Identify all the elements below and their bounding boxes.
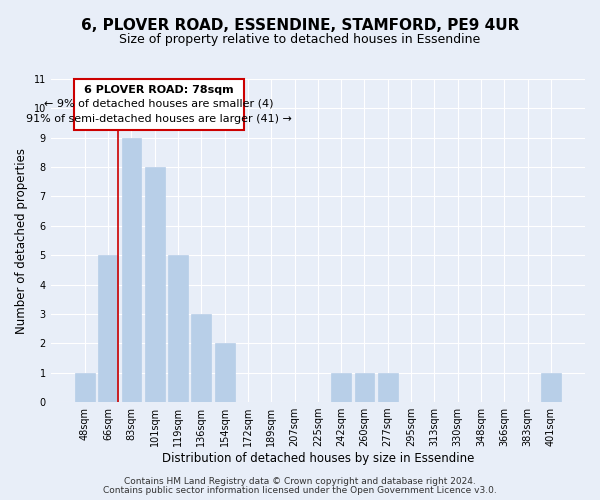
- Bar: [541, 372, 561, 402]
- Text: Size of property relative to detached houses in Essendine: Size of property relative to detached ho…: [119, 32, 481, 46]
- Text: ← 9% of detached houses are smaller (4): ← 9% of detached houses are smaller (4): [44, 98, 274, 108]
- X-axis label: Distribution of detached houses by size in Essendine: Distribution of detached houses by size …: [161, 452, 474, 465]
- Bar: [378, 372, 398, 402]
- Text: 6 PLOVER ROAD: 78sqm: 6 PLOVER ROAD: 78sqm: [84, 85, 234, 95]
- FancyBboxPatch shape: [74, 79, 244, 130]
- Bar: [75, 372, 95, 402]
- Y-axis label: Number of detached properties: Number of detached properties: [15, 148, 28, 334]
- Text: 6, PLOVER ROAD, ESSENDINE, STAMFORD, PE9 4UR: 6, PLOVER ROAD, ESSENDINE, STAMFORD, PE9…: [81, 18, 519, 32]
- Bar: [215, 344, 235, 402]
- Text: 91% of semi-detached houses are larger (41) →: 91% of semi-detached houses are larger (…: [26, 114, 292, 124]
- Text: Contains public sector information licensed under the Open Government Licence v3: Contains public sector information licen…: [103, 486, 497, 495]
- Text: Contains HM Land Registry data © Crown copyright and database right 2024.: Contains HM Land Registry data © Crown c…: [124, 477, 476, 486]
- Bar: [191, 314, 211, 402]
- Bar: [98, 255, 118, 402]
- Bar: [122, 138, 142, 402]
- Bar: [355, 372, 374, 402]
- Bar: [145, 167, 164, 402]
- Bar: [168, 255, 188, 402]
- Bar: [331, 372, 351, 402]
